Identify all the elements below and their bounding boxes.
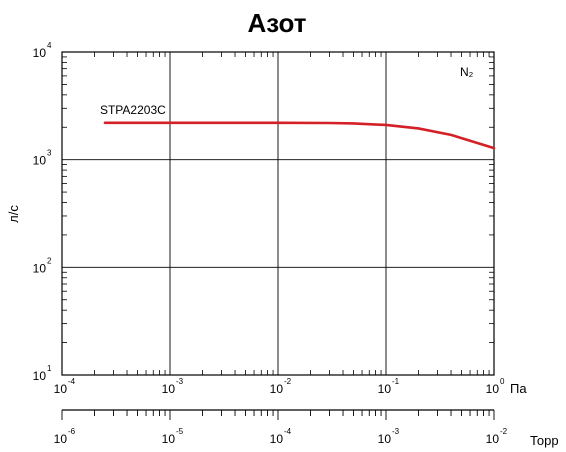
y-tick-label: 10 bbox=[33, 154, 47, 168]
y-tick-label: 10 bbox=[33, 261, 47, 275]
x-axis-unit: Па bbox=[510, 381, 527, 396]
secondary-tick-label: 10 bbox=[54, 432, 68, 446]
secondary-tick-label: 10 bbox=[378, 432, 392, 446]
y-axis-label: л/с bbox=[6, 205, 21, 223]
x-tick-exponent: -1 bbox=[392, 377, 400, 386]
x-tick-exponent: -2 bbox=[284, 377, 292, 386]
x-tick-exponent: -3 bbox=[176, 377, 184, 386]
secondary-tick-exponent: -3 bbox=[392, 427, 400, 436]
series-label: STPA2203C bbox=[100, 103, 166, 117]
secondary-tick-label: 10 bbox=[162, 432, 176, 446]
y-tick-label: 10 bbox=[33, 369, 47, 383]
x-tick-label: 10 bbox=[162, 382, 176, 396]
y-tick-exponent: 1 bbox=[47, 364, 52, 373]
secondary-tick-exponent: -6 bbox=[68, 427, 76, 436]
secondary-tick-label: 10 bbox=[270, 432, 284, 446]
y-tick-exponent: 3 bbox=[47, 149, 52, 158]
secondary-tick-label: 10 bbox=[486, 432, 500, 446]
gas-label: N₂ bbox=[460, 65, 474, 79]
x-tick-label: 10 bbox=[270, 382, 284, 396]
y-tick-exponent: 2 bbox=[47, 256, 52, 265]
x-tick-exponent: 0 bbox=[500, 377, 505, 386]
secondary-x-axis: 10-610-510-410-310-2 bbox=[54, 409, 508, 446]
series-line bbox=[103, 121, 496, 150]
secondary-tick-exponent: -5 bbox=[176, 427, 184, 436]
grid bbox=[61, 51, 495, 376]
chart-title: Азот bbox=[247, 8, 306, 38]
x-tick-label: 10 bbox=[54, 382, 68, 396]
secondary-x-axis-unit: Торр bbox=[530, 433, 559, 448]
y-tick-exponent: 4 bbox=[47, 41, 52, 50]
series-layer: STPA2203C bbox=[100, 103, 496, 150]
y-tick-label: 10 bbox=[33, 46, 47, 60]
plot-frame bbox=[61, 51, 495, 376]
x-tick-exponent: -4 bbox=[68, 377, 76, 386]
x-tick-label: 10 bbox=[486, 382, 500, 396]
secondary-tick-exponent: -4 bbox=[284, 427, 292, 436]
x-tick-label: 10 bbox=[378, 382, 392, 396]
secondary-tick-exponent: -2 bbox=[500, 427, 508, 436]
